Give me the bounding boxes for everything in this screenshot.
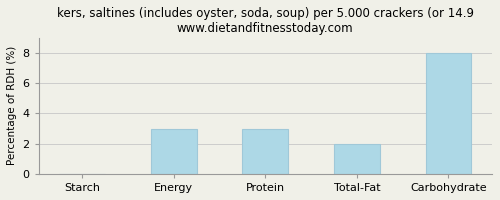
Y-axis label: Percentage of RDH (%): Percentage of RDH (%)	[7, 46, 17, 165]
Bar	[334, 144, 380, 174]
Bar	[242, 129, 288, 174]
Title: kers, saltines (includes oyster, soda, soup) per 5.000 crackers (or 14.9
www.die: kers, saltines (includes oyster, soda, s…	[57, 7, 474, 35]
Bar	[426, 53, 472, 174]
Bar	[151, 129, 196, 174]
